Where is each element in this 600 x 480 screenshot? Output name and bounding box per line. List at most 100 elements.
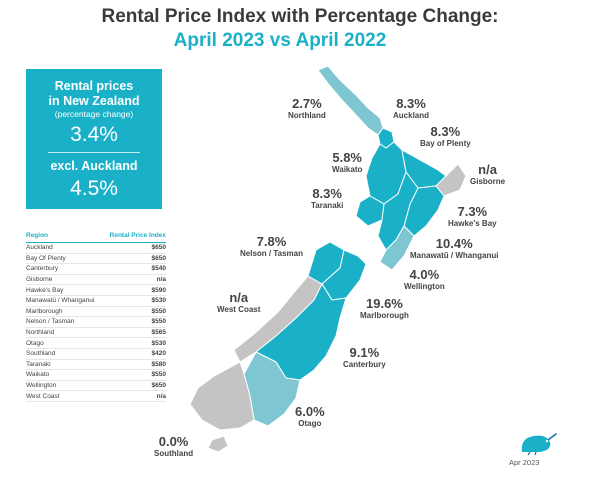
region-label-name: West Coast bbox=[217, 305, 261, 314]
region-label-name: Taranaki bbox=[311, 201, 344, 210]
table-cell-value: $590 bbox=[102, 284, 166, 296]
region-southland bbox=[189, 361, 255, 431]
region-label-pct: 7.3% bbox=[457, 204, 488, 219]
region-label-pct: 6.0% bbox=[295, 404, 325, 419]
summary-divider bbox=[48, 152, 140, 153]
region-label-southland: 0.0% Southland bbox=[154, 434, 193, 459]
table-cell-value: $550 bbox=[102, 316, 166, 328]
table-row: Manawatū / Whanganui $530 bbox=[26, 295, 166, 307]
region-label-name: Canterbury bbox=[343, 360, 386, 369]
table-cell-region: Bay Of Plenty bbox=[26, 253, 103, 265]
page-subtitle: April 2023 vs April 2022 bbox=[173, 30, 387, 51]
table-cell-region: Manawatū / Whanganui bbox=[26, 295, 103, 307]
table-cell-value: n/a bbox=[102, 274, 166, 286]
region-label-pct: n/a bbox=[229, 290, 249, 305]
region-label-name: Otago bbox=[298, 419, 322, 428]
region-label-marlborough: 19.6% Marlborough bbox=[360, 296, 409, 321]
table-cell-region: Southland bbox=[26, 348, 103, 360]
table-row: Bay Of Plenty $650 bbox=[26, 253, 166, 265]
region-label-waikato: 5.8% Waikato bbox=[332, 150, 362, 175]
table-row: Canterbury $540 bbox=[26, 263, 166, 275]
region-label-name: Manawatū / Whanganui bbox=[410, 251, 499, 260]
summary-box: Rental prices in New Zealand (percentage… bbox=[26, 69, 162, 209]
table-cell-value: $650 bbox=[102, 242, 166, 254]
region-label-hawkes-bay: 7.3% Hawke's Bay bbox=[448, 204, 497, 229]
table-cell-region: West Coast bbox=[26, 390, 103, 402]
table-row: Wellington $650 bbox=[26, 380, 166, 392]
region-label-nelson-tasman: 7.8% Nelson / Tasman bbox=[240, 234, 303, 259]
region-label-canterbury: 9.1% Canterbury bbox=[343, 345, 386, 370]
table-row: Waikato $550 bbox=[26, 369, 166, 381]
region-wellington bbox=[379, 225, 415, 271]
kiwi-bird-icon bbox=[521, 433, 557, 456]
table-row: Auckland $650 bbox=[26, 242, 166, 254]
region-label-wellington: 4.0% Wellington bbox=[404, 267, 445, 292]
region-label-otago: 6.0% Otago bbox=[295, 404, 325, 429]
region-stewart-island bbox=[207, 435, 229, 453]
region-label-pct: 5.8% bbox=[332, 150, 362, 165]
region-label-name: Nelson / Tasman bbox=[240, 249, 303, 258]
table-row: Taranaki $580 bbox=[26, 359, 166, 371]
table-cell-region: Wellington bbox=[26, 380, 103, 392]
table-cell-region: Gisborne bbox=[26, 274, 103, 286]
region-label-northland: 2.7% Northland bbox=[288, 96, 326, 121]
table-cell-region: Otago bbox=[26, 337, 103, 349]
table-cell-value: $550 bbox=[102, 369, 166, 381]
table-row: Hawke's Bay $590 bbox=[26, 284, 166, 296]
region-label-name: Waikato bbox=[332, 165, 363, 174]
region-label-manawatu-whanganui: 10.4% Manawatū / Whanganui bbox=[410, 236, 498, 261]
table-cell-value: $530 bbox=[102, 295, 166, 307]
table-cell-value: $550 bbox=[102, 306, 166, 318]
table-row: Gisborne n/a bbox=[26, 274, 166, 286]
table-cell-region: Marlborough bbox=[26, 306, 103, 318]
table-row: Nelson / Tasman $550 bbox=[26, 316, 166, 328]
table-header-index: Rental Price Index bbox=[102, 232, 166, 243]
region-label-taranaki: 8.3% Taranaki bbox=[311, 186, 343, 211]
summary-heading-line2: in New Zealand bbox=[48, 94, 140, 108]
table-cell-region: Nelson / Tasman bbox=[26, 316, 103, 328]
region-label-gisborne: n/a Gisborne bbox=[470, 162, 505, 187]
table-cell-value: $650 bbox=[102, 253, 166, 265]
summary-nz-value: 3.4% bbox=[70, 123, 118, 146]
region-label-auckland: 8.3% Auckland bbox=[393, 96, 429, 121]
table-cell-region: Northland bbox=[26, 327, 103, 339]
table-cell-region: Waikato bbox=[26, 369, 103, 381]
table-cell-value: $565 bbox=[102, 327, 166, 339]
region-label-pct: 2.7% bbox=[292, 96, 322, 111]
table-row: Otago $530 bbox=[26, 337, 166, 349]
region-label-name: Auckland bbox=[393, 111, 430, 120]
table-cell-region: Auckland bbox=[26, 242, 103, 254]
table-row: Marlborough $550 bbox=[26, 306, 166, 318]
summary-note: (percentage change) bbox=[54, 109, 134, 119]
region-label-bay-of-plenty: 8.3% Bay of Plenty bbox=[420, 124, 471, 149]
region-label-pct: 9.1% bbox=[349, 345, 380, 360]
table-cell-region: Canterbury bbox=[26, 263, 103, 275]
table-cell-value: $580 bbox=[102, 359, 166, 371]
region-label-name: Bay of Plenty bbox=[420, 139, 471, 148]
table-cell-value: $420 bbox=[102, 348, 166, 360]
table-row: Southland $420 bbox=[26, 348, 166, 360]
table-header-row: Region Rental Price Index bbox=[26, 232, 166, 243]
table-cell-value: $540 bbox=[102, 263, 166, 275]
region-label-pct: n/a bbox=[478, 162, 497, 177]
table-cell-value: $530 bbox=[102, 337, 166, 349]
region-label-pct: 0.0% bbox=[158, 434, 189, 449]
region-label-name: Northland bbox=[288, 111, 326, 120]
table-cell-value: $650 bbox=[102, 380, 166, 392]
table-cell-value: n/a bbox=[102, 390, 166, 402]
region-label-pct: 7.8% bbox=[256, 234, 287, 249]
region-label-pct: 19.6% bbox=[366, 296, 403, 311]
table-cell-region: Taranaki bbox=[26, 359, 103, 371]
region-label-name: Wellington bbox=[404, 282, 445, 291]
region-label-name: Southland bbox=[154, 449, 194, 458]
summary-excl-value: 4.5% bbox=[70, 177, 118, 200]
region-label-name: Hawke's Bay bbox=[448, 219, 497, 228]
summary-excl-heading: excl. Auckland bbox=[50, 159, 138, 173]
region-label-pct: 4.0% bbox=[409, 267, 440, 282]
table-row: Northland $565 bbox=[26, 327, 166, 339]
table-cell-region: Hawke's Bay bbox=[26, 284, 103, 296]
region-label-pct: 8.3% bbox=[396, 96, 426, 111]
summary-heading-line1: Rental prices bbox=[54, 79, 134, 93]
region-northland bbox=[317, 65, 384, 136]
